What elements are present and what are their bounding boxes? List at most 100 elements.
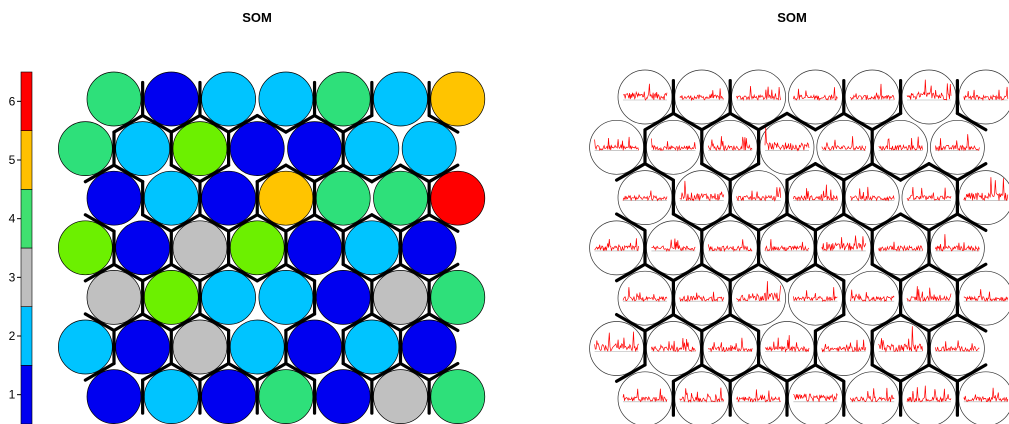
codebook-trace (651, 337, 696, 353)
cluster-boundary-edge (813, 162, 846, 182)
cluster-boundary-edge (370, 213, 403, 233)
cluster-boundary-edge (813, 212, 846, 232)
cluster-boundary-edge (955, 111, 988, 132)
som-unit (430, 170, 486, 226)
som-unit (930, 321, 985, 376)
cluster-boundary-edge (700, 262, 732, 283)
cluster-boundary-edge (112, 312, 145, 333)
cluster-boundary-edge (870, 212, 903, 232)
codebook-trace (707, 136, 753, 152)
cluster-boundary-edge (898, 363, 931, 383)
cluster-boundary-edge (870, 312, 903, 333)
cluster-boundary-edge (614, 212, 647, 232)
cluster-boundary-edge (671, 363, 704, 383)
som-unit (258, 170, 314, 226)
codebook-trace (622, 83, 668, 101)
cluster-boundary-edge (870, 363, 903, 383)
codebook-trace (793, 184, 838, 202)
som-unit (315, 170, 371, 226)
som-unit (258, 369, 314, 424)
cluster-boundary-edge (112, 113, 145, 134)
codebook-trace (963, 86, 1009, 102)
cluster-boundary-edge (427, 312, 460, 333)
som-unit (401, 121, 457, 176)
cluster-boundary-edge (169, 213, 202, 233)
som-unit (229, 220, 285, 276)
cluster-boundary-edge (955, 312, 988, 333)
som-unit (373, 270, 428, 325)
cluster-boundary-edge (341, 262, 374, 283)
som-unit (287, 220, 342, 276)
codebook-trace (935, 134, 980, 152)
cluster-boundary-edge (813, 363, 846, 383)
cluster-boundary-edge (198, 163, 231, 184)
som-unit (201, 71, 256, 127)
cluster-boundary-edge (427, 163, 460, 184)
cluster-boundary-edge (398, 312, 431, 333)
cluster-boundary-edge (141, 213, 173, 233)
codebook-trace (622, 287, 668, 303)
som-unit (258, 270, 314, 325)
som-unit (674, 170, 730, 225)
codebook-trace (906, 186, 952, 201)
cluster-boundary-edge (785, 162, 818, 182)
som-unit (143, 369, 199, 424)
legend-swatch (20, 306, 33, 366)
legend-swatch (20, 189, 33, 249)
cluster-boundary-edge (198, 262, 231, 283)
som-unit (430, 369, 486, 424)
cluster-boundary-edge (728, 162, 761, 182)
cluster-boundary-edge (83, 312, 116, 333)
cluster-boundary-edge (898, 162, 931, 182)
som-unit (115, 319, 170, 375)
codebook-trace (849, 387, 895, 403)
codebook-trace (651, 238, 696, 252)
codebook-trace (963, 177, 1009, 202)
som-unit (115, 220, 170, 276)
codebook-trace (906, 286, 952, 303)
som-unit (315, 369, 371, 424)
cluster-boundary-edge (284, 113, 317, 134)
codebook-trace (821, 339, 867, 353)
legend-swatch (20, 130, 33, 190)
cluster-boundary-edge (427, 361, 460, 382)
cluster-boundary-edge (728, 212, 761, 232)
cluster-boundary-edge (756, 111, 789, 132)
cluster-boundary-edge (927, 262, 960, 283)
cluster-boundary-edge (728, 262, 761, 283)
cluster-boundary-edge (614, 312, 647, 333)
codebook-trace (651, 138, 696, 152)
cluster-boundary-edge (312, 113, 345, 134)
codebook-trace (764, 127, 810, 152)
cluster-boundary-edge (83, 163, 116, 184)
som-unit (401, 319, 457, 375)
right-som-map (589, 69, 1009, 424)
som-unit (86, 369, 142, 424)
som-unit (401, 220, 457, 276)
cluster-boundary-edge (341, 163, 374, 184)
cluster-boundary-edge (927, 312, 960, 333)
legend-tick-label: 2 (9, 329, 16, 343)
som-unit (57, 121, 113, 176)
cluster-boundary-edge (728, 111, 761, 132)
cluster-boundary-edge (83, 213, 116, 233)
codebook-trace (736, 85, 781, 101)
cluster-boundary-edge (785, 111, 818, 132)
cluster-boundary-edge (284, 163, 317, 184)
legend-tick-label: 1 (9, 388, 16, 402)
som-unit (287, 121, 342, 176)
som-unit (674, 371, 730, 424)
cluster-boundary-edge (643, 111, 676, 132)
codebook-trace (622, 388, 668, 403)
cluster-boundary-edge (785, 262, 818, 283)
legend-tick-label: 4 (9, 212, 16, 226)
cluster-boundary-edge (312, 163, 345, 184)
cluster-boundary-edge (227, 361, 259, 382)
som-unit (430, 270, 486, 325)
som-unit (430, 71, 486, 127)
cluster-boundary-edge (898, 262, 931, 283)
codebook-trace (622, 190, 668, 202)
cluster-boundary-edge (728, 312, 761, 333)
cluster-boundary-edge (255, 163, 288, 184)
cluster-boundary-edge (198, 113, 231, 134)
